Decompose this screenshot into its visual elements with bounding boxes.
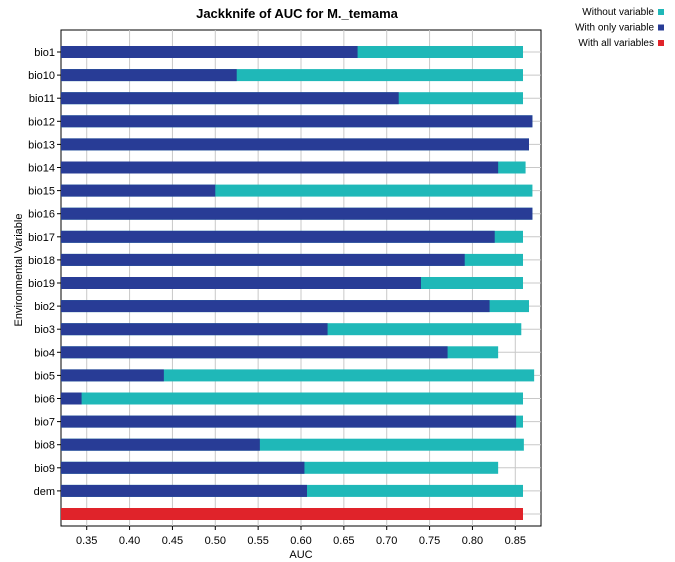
bar-with-only-variable [61, 323, 328, 336]
x-axis-label: AUC [289, 549, 312, 561]
bar-with-only-variable [61, 230, 495, 243]
x-tick-label: 0.75 [419, 535, 440, 547]
bar-with-only-variable [61, 184, 216, 197]
y-category-label: bio3 [34, 324, 55, 336]
x-tick-label: 0.60 [290, 535, 311, 547]
bar-with-only-variable [61, 346, 448, 359]
x-tick-label: 0.45 [162, 535, 183, 547]
bar-with-only-variable [61, 300, 490, 313]
bar-with-only-variable [61, 461, 305, 474]
bar-with-only-variable [61, 438, 260, 451]
bar-with-only-variable [61, 138, 529, 151]
y-category-label: bio11 [29, 93, 55, 105]
y-category-label: bio14 [28, 163, 55, 175]
x-tick-label: 0.35 [76, 535, 97, 547]
y-category-label: bio15 [28, 186, 55, 198]
y-category-label: bio19 [28, 278, 55, 290]
legend-label: Without variable [582, 7, 654, 18]
bar-with-only-variable [61, 253, 465, 266]
bar-with-only-variable [61, 277, 421, 289]
bar-with-only-variable [61, 115, 533, 128]
x-tick-label: 0.65 [333, 535, 354, 547]
y-category-label: bio9 [34, 463, 55, 475]
y-axis-label: Environmental Variable [13, 214, 25, 327]
bar-with-only-variable [61, 207, 533, 220]
legend-swatch [658, 24, 664, 31]
y-category-label: bio4 [34, 347, 55, 359]
bar-with-only-variable [61, 161, 499, 174]
legend-label: With all variables [578, 38, 654, 49]
bar-with-only-variable [61, 415, 517, 428]
bar-without-variable [61, 369, 535, 382]
y-category-label: bio6 [34, 394, 55, 406]
x-tick-label: 0.85 [505, 535, 526, 547]
y-category-label: bio2 [34, 301, 55, 313]
chart-title: Jackknife of AUC for M._temama [196, 6, 399, 21]
legend-swatch [658, 40, 664, 46]
bar-with-only-variable [61, 46, 358, 58]
legend-swatch [658, 9, 664, 15]
x-tick-label: 0.55 [247, 535, 268, 547]
y-category-label: bio10 [28, 70, 55, 82]
bar-with-all-variables [61, 508, 523, 520]
bar-with-only-variable [61, 92, 399, 105]
bar-with-only-variable [61, 392, 82, 405]
x-tick-label: 0.50 [205, 535, 226, 547]
y-category-label: bio7 [34, 417, 55, 429]
legend: Without variable With only variable With a… [575, 7, 664, 49]
y-category-label: dem [34, 486, 55, 498]
x-tick-label: 0.70 [376, 535, 397, 547]
y-category-label: bio1 [34, 47, 55, 59]
y-category-label: bio12 [28, 116, 55, 128]
bar-with-only-variable [61, 69, 237, 82]
bar-with-only-variable [61, 484, 307, 497]
y-category-label: bio8 [34, 440, 55, 452]
y-category-label: bio18 [28, 255, 55, 267]
y-category-labels: bio1 bio10 bio11 bio12 bio13 bio14 bio15 bio16 b… [28, 47, 61, 498]
legend-label: With only variable [575, 23, 654, 34]
y-category-label: bio16 [28, 209, 55, 221]
bar-without-variable [61, 392, 523, 405]
bar-with-only-variable [61, 369, 164, 382]
x-tick-labels: 0.35 0.40 0.45 0.50 0.55 0.60 0.65 0.70 0.75 0.80… [76, 535, 526, 547]
x-tick-label: 0.80 [462, 535, 483, 547]
x-tick-label: 0.40 [119, 535, 140, 547]
y-category-label: bio17 [28, 232, 55, 244]
y-category-label: bio5 [34, 370, 55, 382]
y-category-label: bio13 [28, 139, 55, 151]
bars [61, 46, 535, 520]
